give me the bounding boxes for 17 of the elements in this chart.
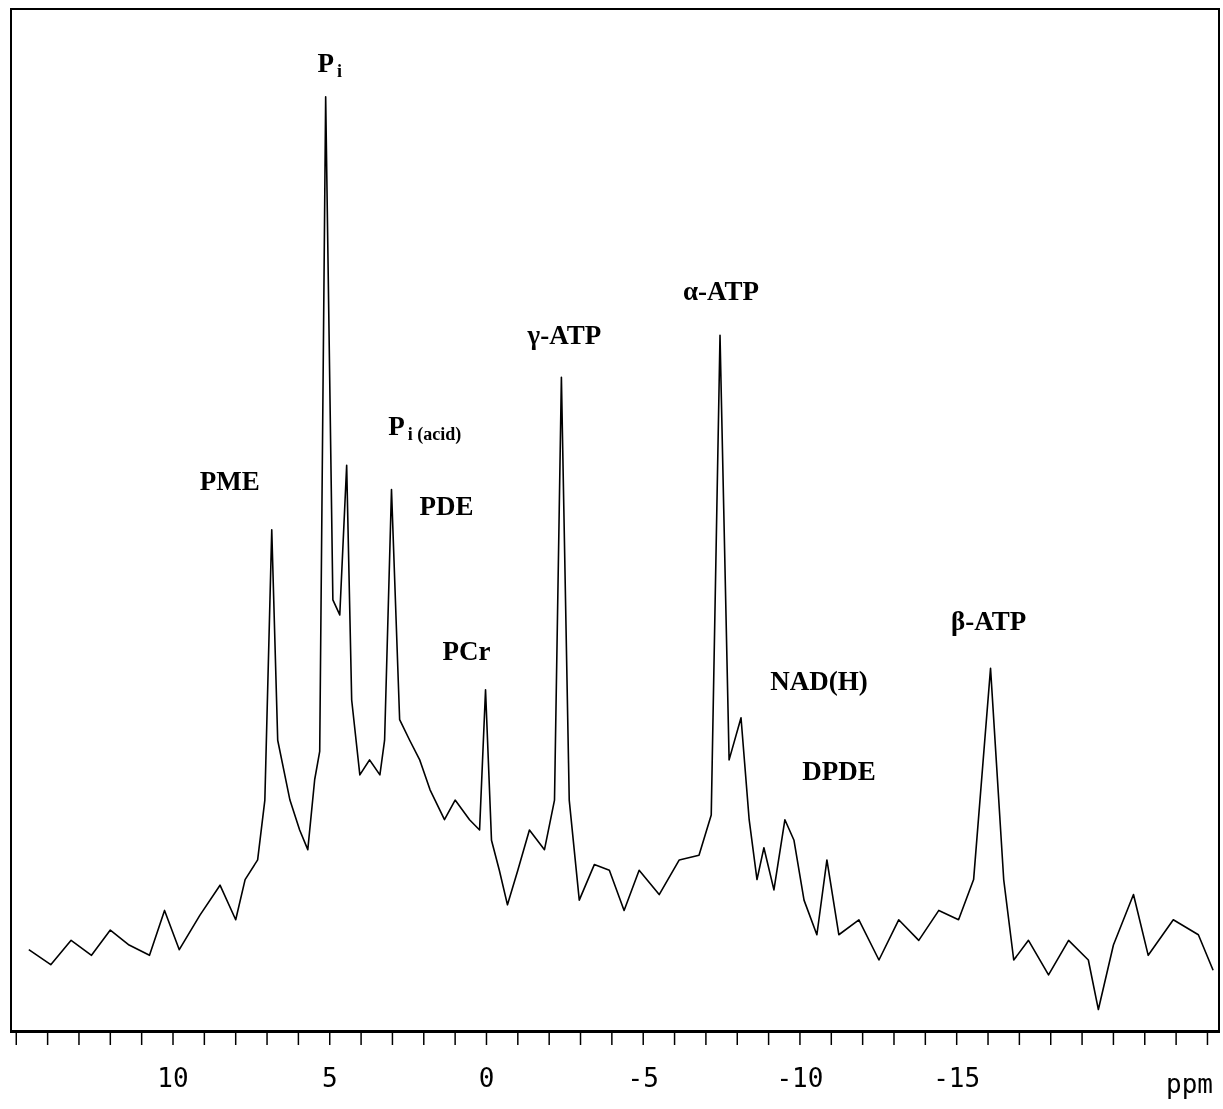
annotation: γ-ATP xyxy=(526,320,602,351)
x-tick-label: -15 xyxy=(933,1063,981,1093)
x-tick-label: 10 xyxy=(157,1063,189,1093)
annotation: PCr xyxy=(442,635,491,666)
x-tick-label: 5 xyxy=(321,1063,338,1093)
annotation: NAD(H) xyxy=(770,665,868,696)
annotation: DPDE xyxy=(802,755,876,786)
x-tick-label: -10 xyxy=(776,1063,824,1093)
annotation: PME xyxy=(199,465,260,496)
x-axis-title: ppm xyxy=(1166,1069,1213,1099)
annotation: PDE xyxy=(419,490,474,521)
annotation: P$_{i (acid)}$ xyxy=(388,411,462,446)
annotation: α-ATP xyxy=(682,276,760,307)
annotation: P$_{i}$ xyxy=(317,47,342,82)
annotation: β-ATP xyxy=(950,606,1027,637)
x-tick-label: -5 xyxy=(627,1063,659,1093)
x-tick-label: 0 xyxy=(478,1063,495,1093)
